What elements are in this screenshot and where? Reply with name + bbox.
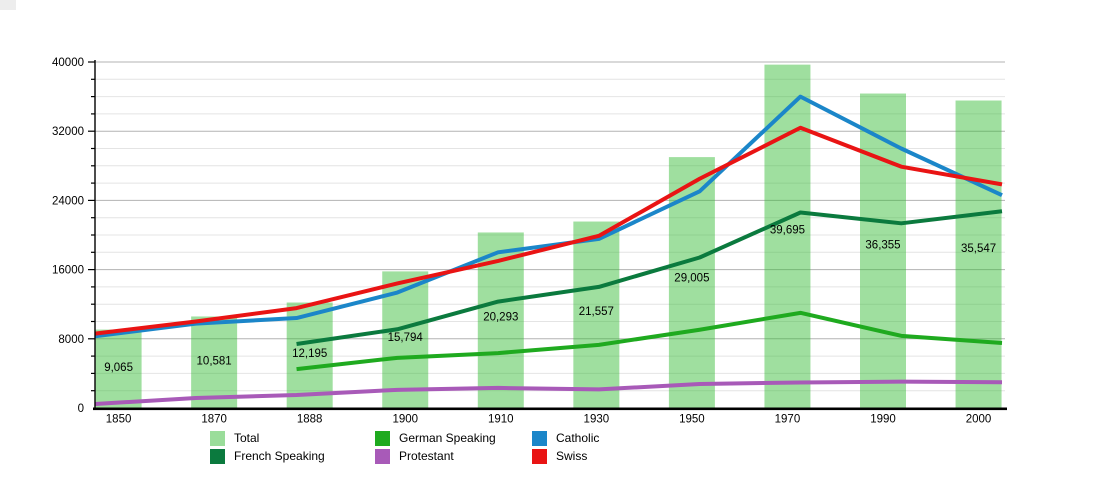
- x-axis: [93, 407, 1007, 411]
- screen-corner-artifact: [0, 0, 16, 10]
- x-axis-label: 1910: [488, 414, 514, 426]
- legend-item-catholic: Catholic: [532, 430, 599, 446]
- x-axis-label: 1950: [679, 414, 705, 426]
- bar-value-label: 15,794: [388, 332, 424, 344]
- legend-label-total: Total: [234, 430, 260, 445]
- x-axis-label: 1930: [584, 414, 610, 426]
- catholic-line: [94, 94, 1003, 339]
- legend-item-protestant: Protestant: [375, 448, 454, 464]
- legend-label-swiss: Swiss: [556, 448, 588, 463]
- swiss-line: [94, 125, 1003, 336]
- bar-value-label: 36,355: [865, 239, 900, 251]
- legend-item-swiss: Swiss: [532, 448, 587, 464]
- x-axis-label: 1888: [297, 414, 323, 426]
- swiss-swatch: [532, 448, 547, 464]
- y-axis-label: 32000: [52, 126, 84, 138]
- legend-label-protestant: Protestant: [399, 448, 454, 463]
- x-axis-label: 1900: [392, 414, 418, 426]
- catholic-swatch: [532, 430, 547, 446]
- bar-value-label: 10,581: [197, 355, 232, 367]
- legend-label-german-speaking: German Speaking: [399, 430, 496, 445]
- x-axis-label: 1850: [106, 414, 132, 426]
- chart-legend: Total German Speaking Catholic French Sp…: [0, 0, 1100, 464]
- x-axis-label: 1970: [775, 414, 801, 426]
- legend-item-french-speaking: French Speaking: [210, 448, 325, 464]
- protestant-swatch: [375, 448, 390, 464]
- total-bar: [95, 329, 142, 408]
- x-axis-label: 1870: [201, 414, 227, 426]
- bar-value-label: 35,547: [961, 243, 996, 255]
- legend-item-german-speaking: German Speaking: [375, 430, 496, 446]
- french-speaking-line: [296, 209, 1003, 346]
- bar-value-label: 12,195: [292, 348, 327, 360]
- total-bar: [573, 221, 620, 408]
- x-axis-label: 2000: [966, 414, 992, 426]
- bar-value-label: 39,695: [770, 224, 805, 236]
- x-axis-label: 1990: [870, 414, 896, 426]
- bar-value-label: 20,293: [483, 312, 518, 324]
- y-axis-label: 0: [78, 403, 84, 415]
- y-axis-label: 24000: [52, 195, 84, 207]
- french-speaking-swatch: [210, 448, 225, 464]
- bar-value-label: 9,065: [104, 362, 133, 374]
- legend-label-catholic: Catholic: [556, 430, 600, 445]
- y-axis-label: 40000: [52, 57, 84, 69]
- total-bar: [668, 157, 715, 408]
- bar-value-label: 21,557: [579, 306, 614, 318]
- total-bar: [191, 316, 238, 408]
- y-axis-label: 16000: [52, 265, 84, 277]
- y-axis-label: 8000: [58, 334, 84, 346]
- german-speaking-swatch: [375, 430, 390, 446]
- protestant-line: [94, 379, 1003, 407]
- legend-label-french-speaking: French Speaking: [234, 448, 325, 463]
- total-swatch: [210, 430, 225, 446]
- german-speaking-line: [296, 310, 1003, 372]
- legend-item-total: Total: [210, 430, 259, 446]
- bar-value-label: 29,005: [674, 273, 709, 285]
- total-bar: [955, 100, 1002, 409]
